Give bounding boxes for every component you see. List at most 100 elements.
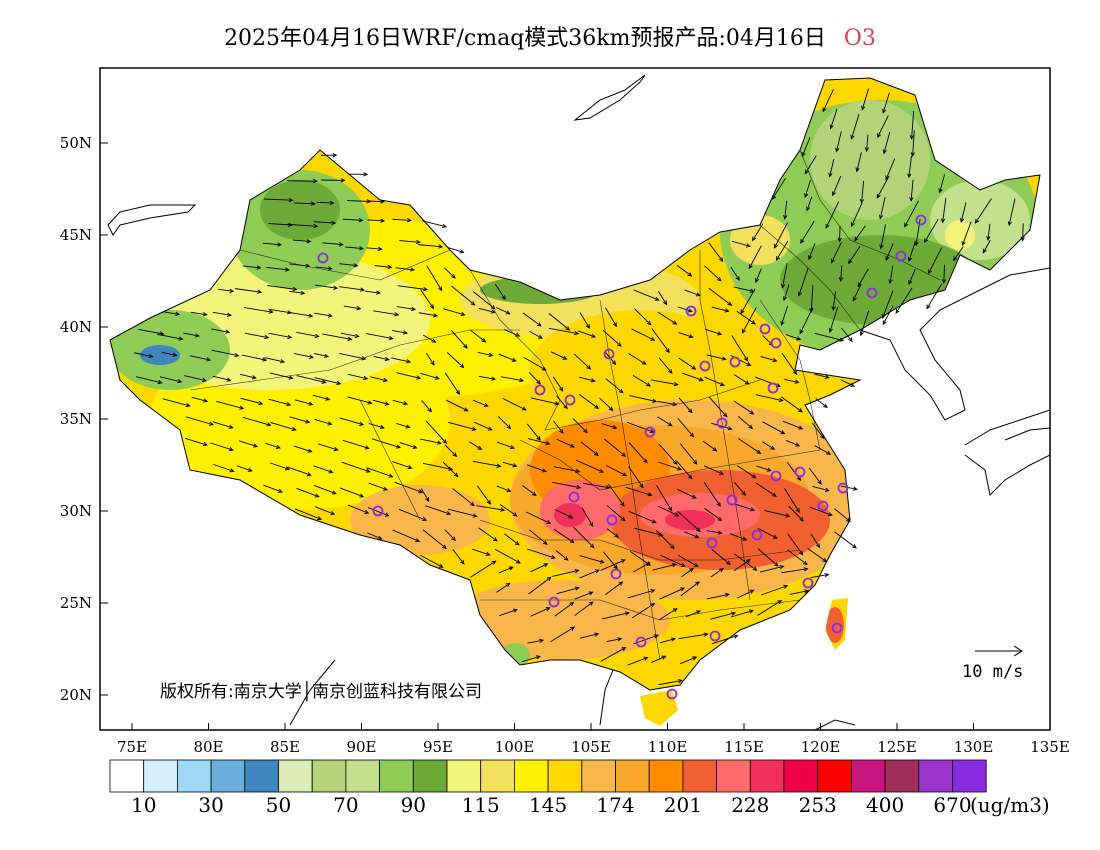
legend-swatch <box>109 759 145 793</box>
wind-arrow <box>287 466 312 477</box>
wind-arrow <box>859 180 865 204</box>
wind-arrow <box>322 242 344 247</box>
copyright-text: 版权所有:南京大学│南京创蓝科技有限公司 <box>160 681 482 702</box>
wind-arrow <box>737 416 754 430</box>
wind-arrow <box>422 462 454 471</box>
wind-arrow <box>552 569 580 577</box>
wind-arrow <box>907 241 916 262</box>
wind-arrow <box>397 285 429 292</box>
legend-swatch <box>278 759 313 793</box>
wind-arrow <box>685 610 701 618</box>
wind-arrow <box>477 352 494 357</box>
wind-arrow <box>526 423 541 441</box>
lat-tick-label: 45N <box>60 226 92 244</box>
wind-arrow <box>313 465 334 474</box>
wind-arrow <box>628 510 657 524</box>
wind-arrow <box>443 308 466 317</box>
map-title: 2025年04月16日WRF/cmaq模式36km预报产品:04月16日 O3 <box>0 20 1100 52</box>
wind-arrow <box>289 416 311 424</box>
legend-swatch <box>412 759 448 793</box>
wind-arrow <box>239 373 257 380</box>
city-marker <box>699 360 711 372</box>
wind-arrow <box>679 443 698 465</box>
wind-arrow <box>373 356 390 362</box>
wind-arrow <box>762 441 776 450</box>
wind-arrow <box>528 372 541 385</box>
wind-arrow <box>365 290 381 295</box>
wind-arrow <box>267 285 298 292</box>
wind-arrow <box>367 507 390 517</box>
wind-arrow <box>550 351 568 360</box>
wind-arrow <box>659 608 678 620</box>
wind-arrow <box>631 602 656 619</box>
wind-arrow <box>398 508 428 521</box>
wind-arrow <box>425 352 435 366</box>
wind-arrow <box>789 589 810 595</box>
wind-arrow <box>605 465 628 477</box>
wind-arrow <box>321 178 346 183</box>
city-marker <box>644 426 656 438</box>
city-markers <box>317 214 927 700</box>
lat-tick-label: 50N <box>60 134 92 152</box>
wind-arrow <box>553 420 564 434</box>
wind-arrow <box>651 328 670 354</box>
wind-arrow <box>655 530 675 550</box>
wind-arrow <box>242 265 262 270</box>
wind-arrow <box>704 328 723 336</box>
wind-arrow <box>781 263 788 289</box>
wind-arrow <box>831 242 842 264</box>
wind-arrow <box>840 379 855 387</box>
legend-swatch <box>918 759 953 793</box>
city-marker <box>610 568 622 580</box>
wind-arrow <box>452 488 475 507</box>
wind-arrow <box>658 444 678 465</box>
city-marker <box>770 337 782 349</box>
wind-arrow <box>552 481 582 490</box>
wind-arrow <box>756 465 772 472</box>
wind-arrow <box>702 440 718 452</box>
wind-arrow <box>764 510 791 518</box>
wind-arrow <box>708 242 724 263</box>
wind-arrow <box>287 223 319 229</box>
wind-arrow <box>294 399 314 406</box>
city-marker <box>606 514 618 526</box>
lon-tick-label: 100E <box>495 738 535 756</box>
lon-tick-label: 85E <box>270 738 300 756</box>
wind-arrow <box>347 504 370 514</box>
wind-arrow <box>634 527 664 537</box>
wind-arrow <box>293 445 313 453</box>
wind-arrow <box>657 416 673 427</box>
legend-tick-label: 50 <box>266 793 291 817</box>
wind-arrow <box>212 375 232 382</box>
wind-arrow <box>470 329 487 343</box>
wind-arrow <box>314 312 333 318</box>
wind-arrow <box>345 246 365 251</box>
wind-arrow <box>788 505 804 522</box>
wind-arrow <box>809 506 833 517</box>
wind-arrow <box>658 461 682 471</box>
wind-arrow <box>421 220 448 229</box>
wind-arrow <box>578 393 600 409</box>
city-marker <box>817 500 829 512</box>
wind-arrow <box>370 376 388 383</box>
wind-arrow <box>396 372 422 380</box>
wind-arrow <box>603 551 618 570</box>
wind-arrow <box>314 377 342 386</box>
wind-arrow <box>189 355 212 362</box>
wind-arrow <box>322 333 353 341</box>
wind-arrow <box>296 487 320 498</box>
legend-tick-label: 201 <box>664 793 702 817</box>
wind-arrow <box>961 221 972 247</box>
wind-arrow <box>941 264 947 284</box>
wind-arrow <box>269 462 291 471</box>
wind-arrow <box>876 175 890 199</box>
wind-arrow <box>850 202 863 227</box>
wind-arrow <box>837 225 842 243</box>
wind-arrow <box>210 442 234 452</box>
wind-arrow <box>781 396 803 413</box>
wind-arrow <box>808 467 822 485</box>
wind-arrow <box>366 333 394 341</box>
wind-arrow <box>881 290 894 319</box>
legend-swatch <box>884 759 920 793</box>
wind-arrow <box>831 291 836 312</box>
